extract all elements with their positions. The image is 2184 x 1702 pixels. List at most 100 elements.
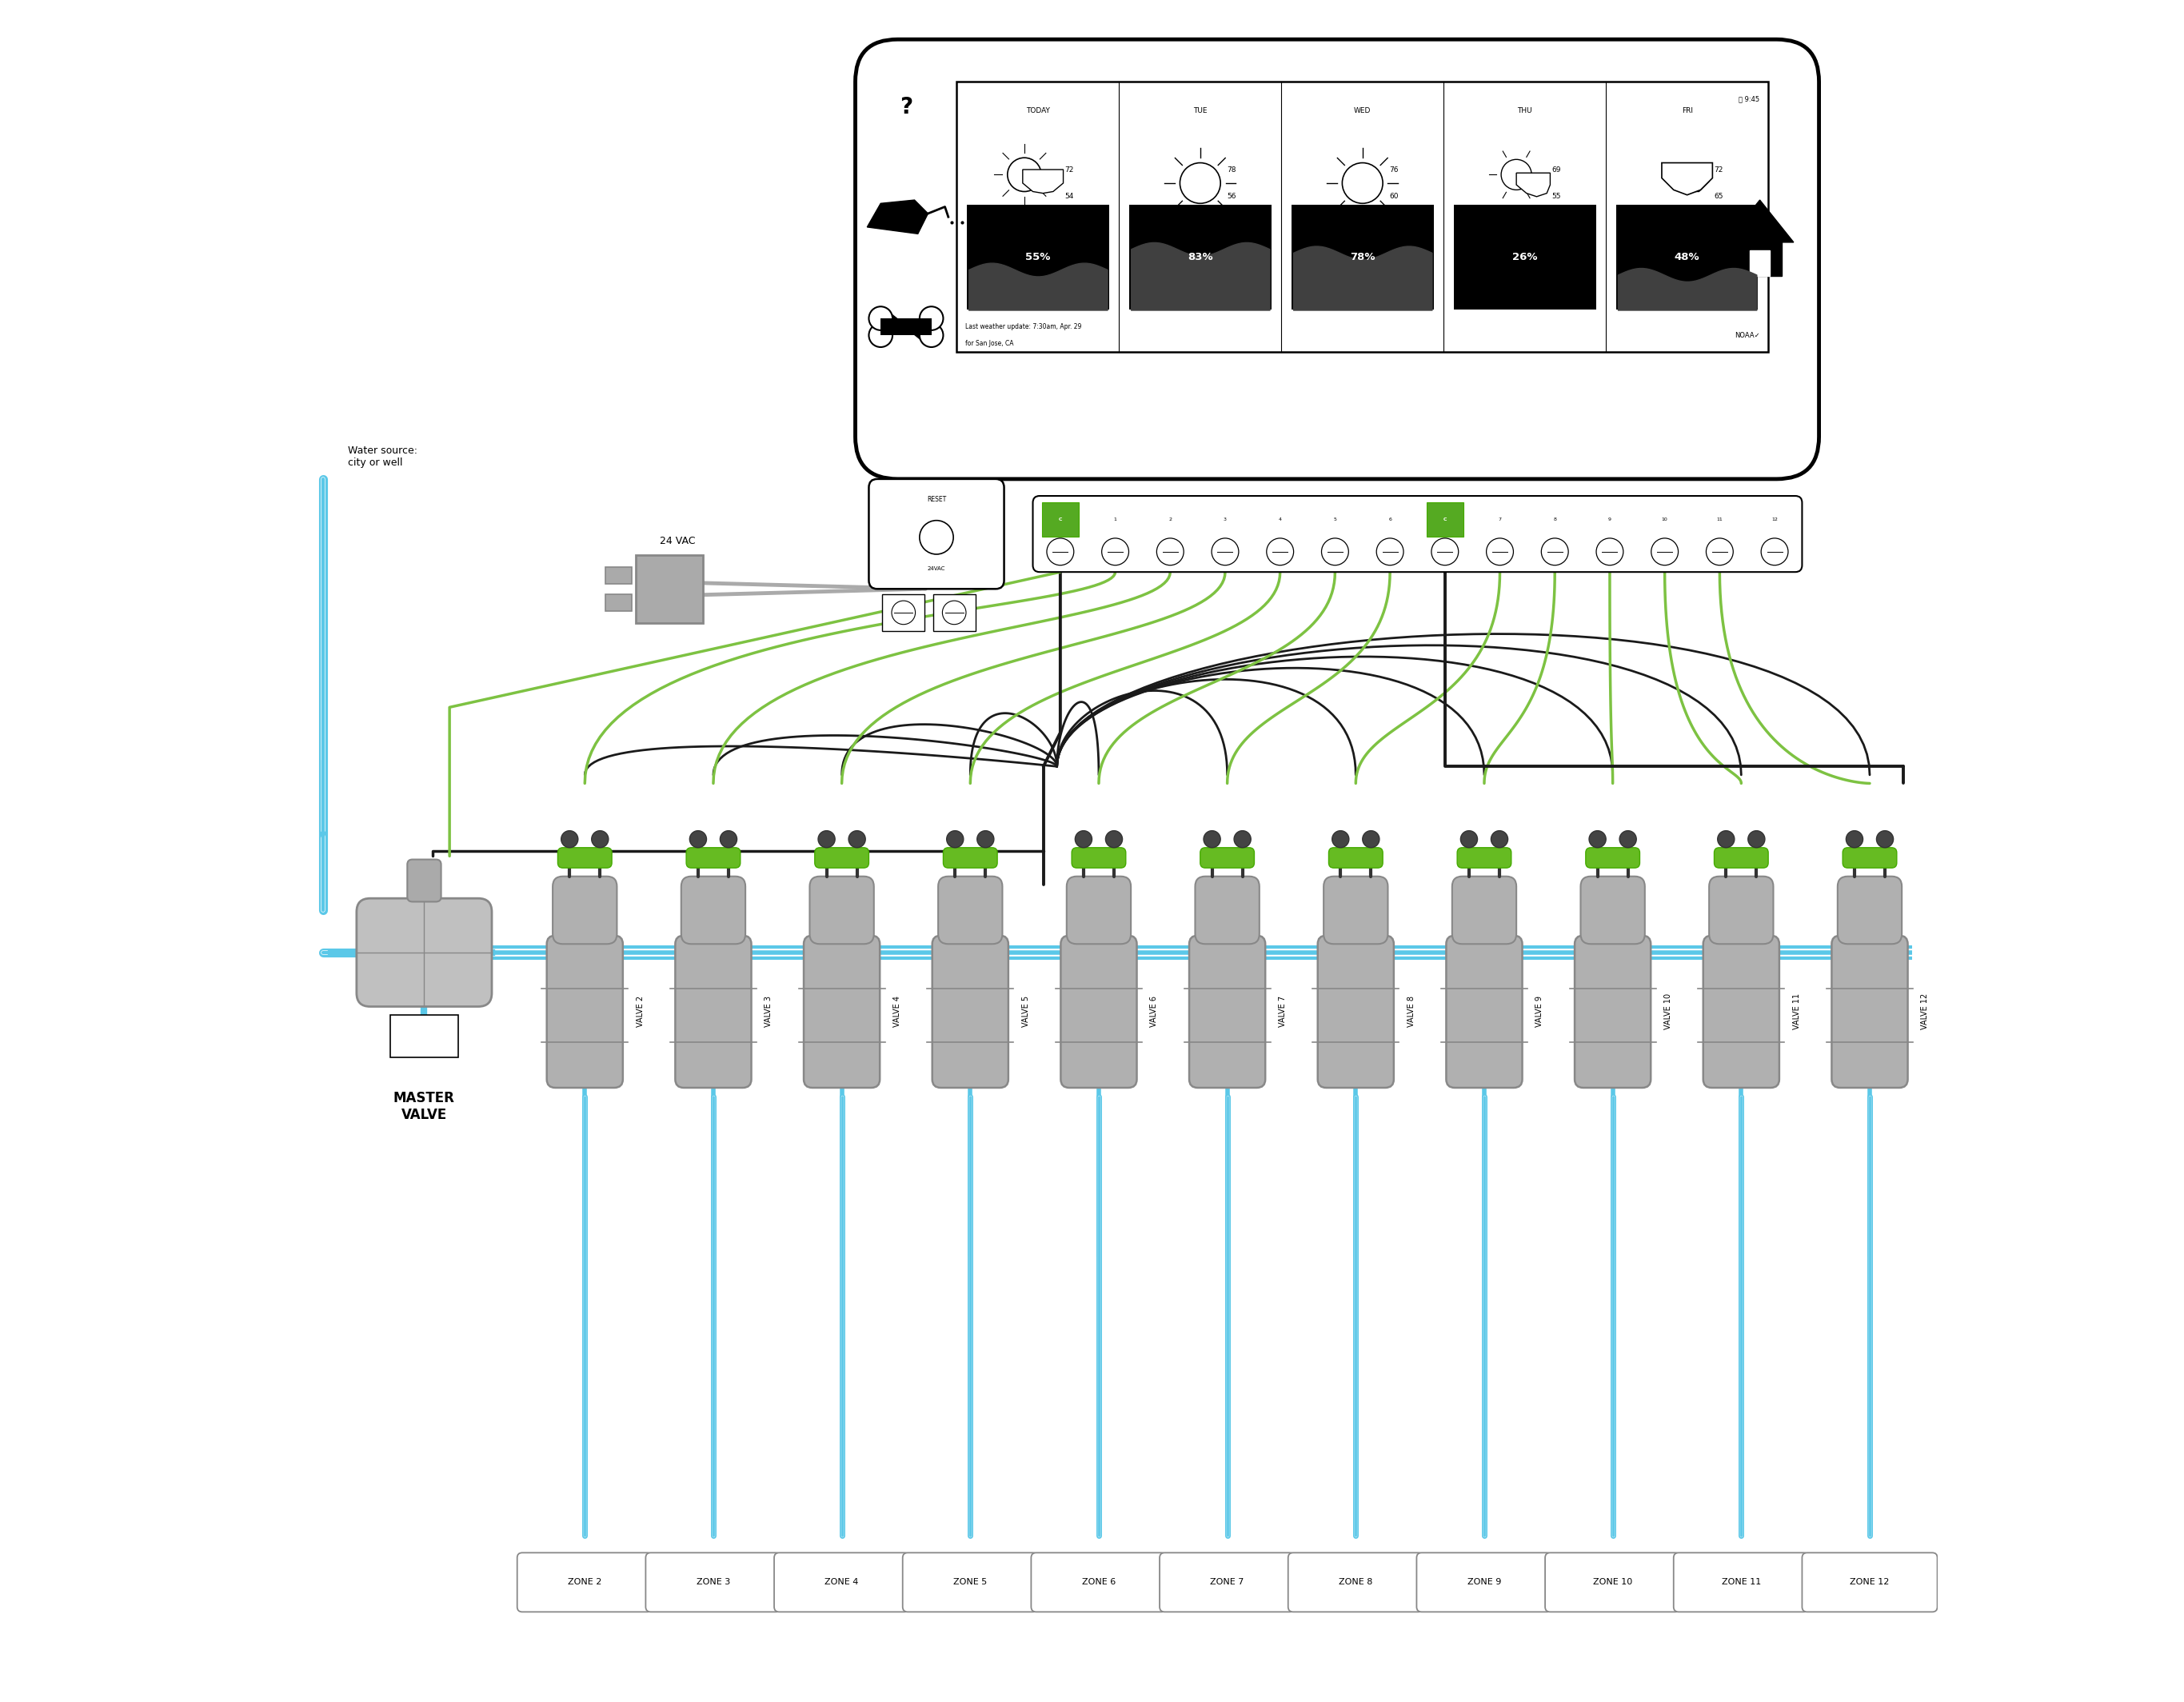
FancyBboxPatch shape — [1673, 1552, 1808, 1612]
Text: ZONE 11: ZONE 11 — [1721, 1578, 1760, 1586]
Circle shape — [1105, 831, 1123, 848]
FancyBboxPatch shape — [1704, 936, 1780, 1088]
FancyBboxPatch shape — [933, 936, 1009, 1088]
Circle shape — [919, 323, 943, 347]
Bar — [1042, 502, 1079, 536]
FancyBboxPatch shape — [553, 877, 616, 945]
FancyBboxPatch shape — [1832, 936, 1909, 1088]
Text: TODAY: TODAY — [1026, 107, 1051, 114]
Text: ZONE 7: ZONE 7 — [1210, 1578, 1245, 1586]
Circle shape — [1158, 538, 1184, 565]
Text: VALVE 4: VALVE 4 — [893, 996, 902, 1028]
Bar — [1455, 928, 1516, 979]
FancyBboxPatch shape — [1586, 848, 1640, 868]
Bar — [1749, 250, 1769, 276]
FancyBboxPatch shape — [1031, 1552, 1166, 1612]
Circle shape — [1845, 831, 1863, 848]
Text: 3: 3 — [1223, 517, 1227, 521]
Circle shape — [1179, 163, 1221, 203]
Circle shape — [869, 323, 893, 347]
FancyBboxPatch shape — [686, 848, 740, 868]
Text: 72: 72 — [1714, 167, 1723, 174]
FancyBboxPatch shape — [1581, 877, 1645, 945]
Text: for San Jose, CA: for San Jose, CA — [965, 340, 1013, 347]
Circle shape — [690, 831, 708, 848]
Text: 9: 9 — [1607, 517, 1612, 521]
Bar — [1291, 204, 1433, 310]
FancyBboxPatch shape — [406, 860, 441, 902]
FancyBboxPatch shape — [1714, 848, 1769, 868]
FancyBboxPatch shape — [518, 1552, 653, 1612]
Circle shape — [1717, 831, 1734, 848]
Bar — [605, 567, 631, 584]
Bar — [1839, 928, 1900, 979]
FancyBboxPatch shape — [1317, 936, 1393, 1088]
Text: 1: 1 — [1114, 517, 1116, 521]
Circle shape — [976, 831, 994, 848]
Bar — [605, 594, 631, 611]
FancyBboxPatch shape — [939, 877, 1002, 945]
FancyBboxPatch shape — [1195, 877, 1260, 945]
FancyBboxPatch shape — [1190, 936, 1265, 1088]
Circle shape — [1046, 538, 1075, 565]
Circle shape — [1101, 538, 1129, 565]
Text: NOAA✓: NOAA✓ — [1734, 332, 1760, 339]
Circle shape — [1267, 538, 1293, 565]
Text: VALVE 10: VALVE 10 — [1664, 994, 1673, 1030]
Text: 83%: 83% — [1188, 252, 1212, 262]
Text: 12: 12 — [1771, 517, 1778, 521]
Circle shape — [1492, 831, 1507, 848]
Text: 24VAC: 24VAC — [928, 567, 946, 570]
Polygon shape — [1662, 163, 1712, 196]
Bar — [880, 318, 930, 335]
Text: 72: 72 — [1066, 167, 1075, 174]
Circle shape — [561, 831, 579, 848]
Text: VALVE 6: VALVE 6 — [1151, 996, 1158, 1028]
FancyBboxPatch shape — [646, 1552, 782, 1612]
Text: 4: 4 — [1278, 517, 1282, 521]
Circle shape — [1876, 831, 1894, 848]
Text: C: C — [1059, 517, 1061, 521]
Bar — [968, 204, 1109, 310]
FancyBboxPatch shape — [943, 848, 998, 868]
Text: 48%: 48% — [1675, 252, 1699, 262]
FancyBboxPatch shape — [1452, 877, 1516, 945]
Text: 26%: 26% — [1511, 252, 1538, 262]
Circle shape — [1621, 831, 1636, 848]
FancyBboxPatch shape — [681, 877, 745, 945]
FancyBboxPatch shape — [546, 936, 622, 1088]
Circle shape — [1332, 831, 1350, 848]
Bar — [939, 928, 1000, 979]
Text: Water source:
city or well: Water source: city or well — [347, 446, 417, 468]
Bar — [810, 928, 871, 979]
Text: 69: 69 — [1553, 167, 1562, 174]
FancyBboxPatch shape — [1289, 1552, 1424, 1612]
Text: ZONE 4: ZONE 4 — [826, 1578, 858, 1586]
Bar — [1738, 238, 1782, 276]
FancyBboxPatch shape — [1802, 1552, 1937, 1612]
FancyBboxPatch shape — [1328, 848, 1382, 868]
Circle shape — [1651, 538, 1677, 565]
FancyBboxPatch shape — [1072, 848, 1125, 868]
Bar — [882, 594, 924, 631]
FancyBboxPatch shape — [1544, 1552, 1679, 1612]
FancyBboxPatch shape — [1710, 877, 1773, 945]
Circle shape — [1321, 538, 1348, 565]
Bar — [957, 82, 1769, 352]
Circle shape — [1747, 831, 1765, 848]
Text: 60: 60 — [1389, 192, 1398, 201]
Polygon shape — [1516, 174, 1551, 197]
Circle shape — [1007, 158, 1042, 192]
Text: ZONE 3: ZONE 3 — [697, 1578, 729, 1586]
Text: ZONE 12: ZONE 12 — [1850, 1578, 1889, 1586]
Text: 6: 6 — [1389, 517, 1391, 521]
Text: ZONE 2: ZONE 2 — [568, 1578, 603, 1586]
Text: 54: 54 — [1066, 192, 1075, 201]
Text: 78%: 78% — [1350, 252, 1376, 262]
Text: 📶 9:45: 📶 9:45 — [1738, 95, 1760, 102]
Bar — [1616, 204, 1758, 310]
Circle shape — [1590, 831, 1605, 848]
FancyBboxPatch shape — [1417, 1552, 1553, 1612]
Circle shape — [946, 831, 963, 848]
Bar — [1068, 928, 1129, 979]
